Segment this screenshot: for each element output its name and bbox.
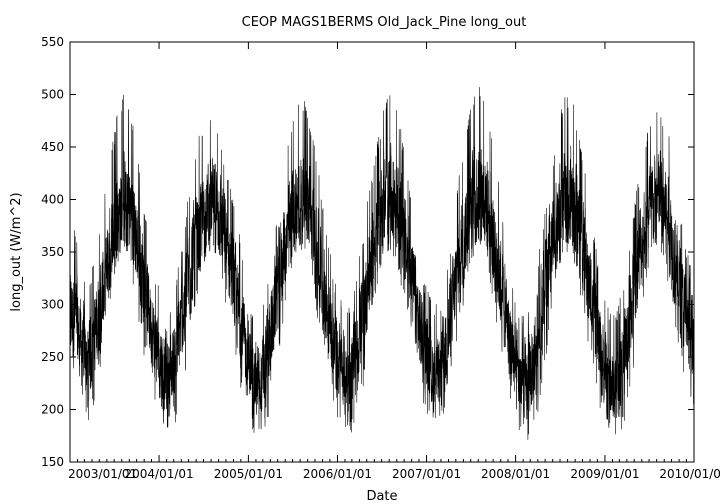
y-tick-label: 350 <box>41 245 64 259</box>
y-axis-label: long_out (W/m^2) <box>9 192 24 311</box>
x-tick-label: 2003/01/01 <box>68 467 137 481</box>
x-tick-label: 2004/01/01 <box>124 467 193 481</box>
series-line-long-out <box>69 87 695 440</box>
x-tick-label: 2008/01/01 <box>481 467 550 481</box>
x-tick-label: 2010/01/01 <box>659 467 720 481</box>
x-tick-label: 2009/01/01 <box>570 467 639 481</box>
y-tick-label: 300 <box>41 298 64 312</box>
x-tick-label: 2005/01/01 <box>214 467 283 481</box>
y-tick-label: 200 <box>41 403 64 417</box>
series-long-out <box>69 87 695 440</box>
x-tick-label: 2006/01/01 <box>303 467 372 481</box>
x-tick-label: 2007/01/01 <box>392 467 461 481</box>
y-tick-label: 250 <box>41 350 64 364</box>
chart-title: CEOP MAGS1BERMS Old_Jack_Pine long_out <box>242 15 527 30</box>
y-tick-label: 150 <box>41 455 64 469</box>
y-tick-label: 400 <box>41 193 64 207</box>
x-axis-label: Date <box>366 489 397 504</box>
y-tick-label: 450 <box>41 140 64 154</box>
y-tick-label: 500 <box>41 88 64 102</box>
y-tick-label: 550 <box>41 35 64 49</box>
